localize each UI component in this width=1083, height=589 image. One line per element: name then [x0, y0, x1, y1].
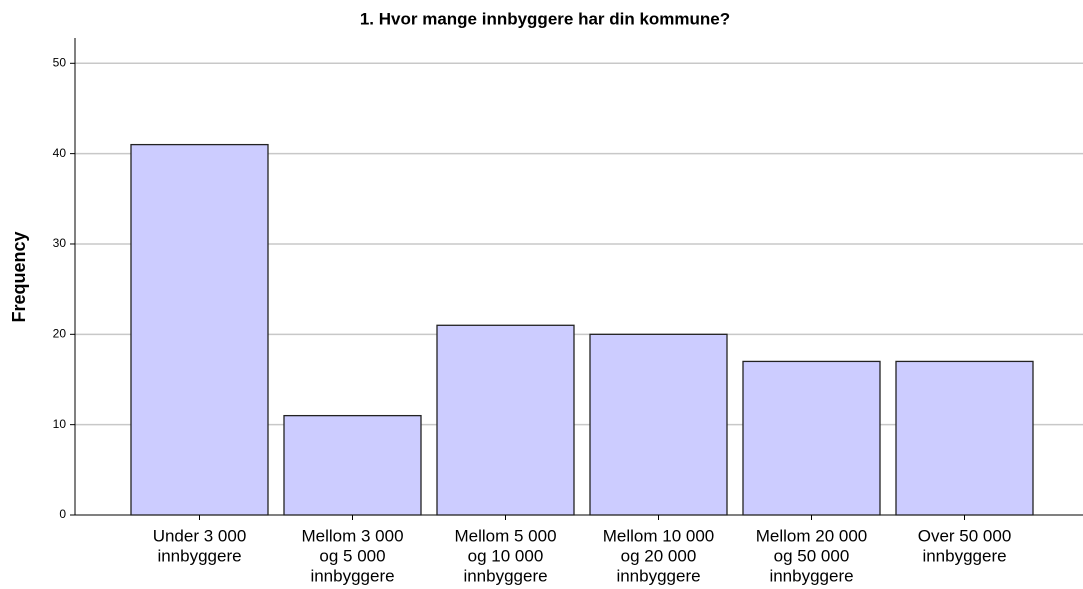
x-tick-label: innbyggere — [157, 546, 241, 565]
bar — [589, 333, 728, 516]
y-tick-label: 20 — [53, 326, 67, 340]
x-tick-label: innbyggere — [616, 566, 700, 585]
x-tick-label: Mellom 5 000 — [454, 526, 556, 545]
x-tick-label: Mellom 3 000 — [301, 526, 403, 545]
x-tick-label: innbyggere — [922, 546, 1006, 565]
x-tick-label: Under 3 000 — [153, 526, 247, 545]
x-tick-label: innbyggere — [463, 566, 547, 585]
y-tick-label: 30 — [53, 236, 67, 250]
x-tick-label: innbyggere — [769, 566, 853, 585]
y-axis-label: Frequency — [9, 231, 29, 322]
bar — [895, 360, 1034, 516]
x-tick-label: og 50 000 — [774, 546, 850, 565]
y-tick-label: 0 — [59, 507, 66, 521]
bar — [742, 360, 881, 516]
x-tick-label: og 20 000 — [621, 546, 697, 565]
x-tick-label: og 5 000 — [319, 546, 385, 565]
chart-title: 1. Hvor mange innbyggere har din kommune… — [360, 9, 730, 28]
x-tick-label: og 10 000 — [468, 546, 544, 565]
bar — [436, 324, 575, 516]
x-tick-label: Mellom 20 000 — [756, 526, 868, 545]
y-tick-label: 10 — [53, 417, 67, 431]
bar — [130, 143, 269, 516]
x-tick-label: Over 50 000 — [918, 526, 1012, 545]
bar — [283, 414, 422, 516]
y-tick-label: 40 — [53, 146, 67, 160]
y-tick-label: 50 — [53, 55, 67, 69]
x-tick-label: innbyggere — [310, 566, 394, 585]
x-tick-label: Mellom 10 000 — [603, 526, 715, 545]
